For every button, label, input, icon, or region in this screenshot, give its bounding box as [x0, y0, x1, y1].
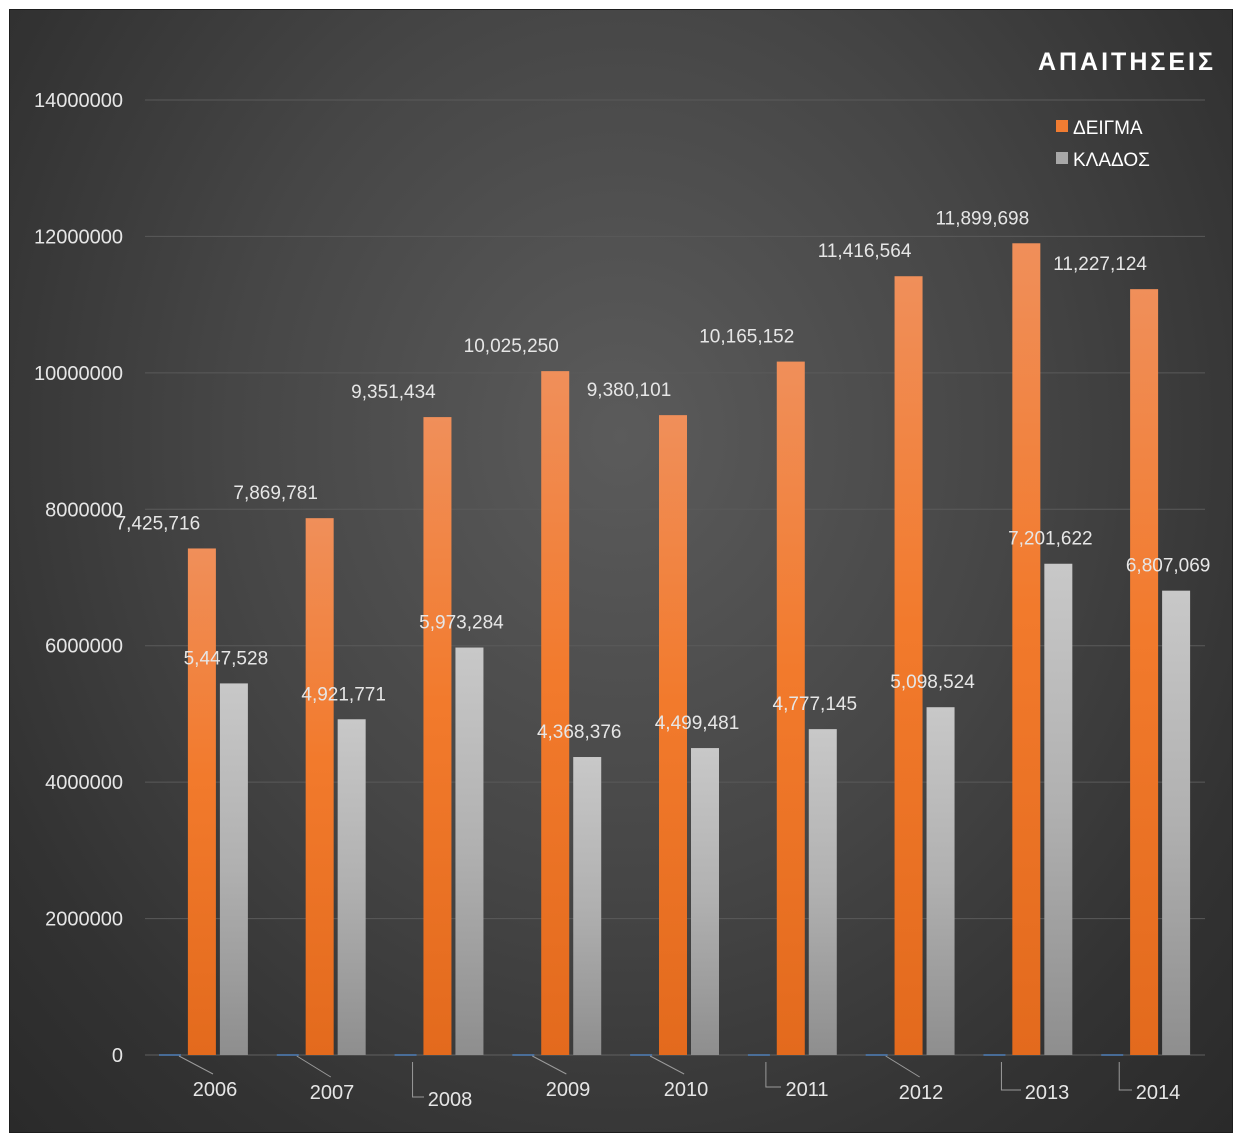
bar-klados-2006 — [219, 683, 248, 1055]
bar-klados-2009 — [573, 757, 602, 1055]
data-label-deigma: 7,425,716 — [116, 513, 201, 534]
x-tick-label: 2011 — [785, 1079, 828, 1101]
chart-title: ΑΠΑΙΤΗΣΕΙΣ — [1038, 48, 1216, 76]
x-tick-label: 2007 — [310, 1082, 355, 1104]
x-tick-label: 2013 — [1025, 1082, 1070, 1104]
x-tick-label: 2008 — [428, 1089, 473, 1111]
leader-line — [649, 1055, 685, 1075]
y-tick-label: 12000000 — [34, 226, 123, 248]
data-label-klados: 7,201,622 — [1008, 529, 1093, 550]
bar-klados-2013 — [1044, 563, 1073, 1055]
bar-deigma-2013 — [1012, 243, 1041, 1055]
data-label-deigma: 10,165,152 — [699, 327, 794, 348]
legend-swatch-deigma — [1056, 120, 1068, 132]
legend-swatch-klados — [1056, 152, 1068, 164]
x-tick-label: 2014 — [1136, 1082, 1181, 1104]
bar-klados-2007 — [337, 719, 366, 1055]
y-tick-label: 2000000 — [45, 909, 123, 931]
y-tick-label: 8000000 — [45, 499, 123, 521]
data-label-deigma: 9,351,434 — [351, 382, 436, 403]
legend: ΔΕΙΓΜΑ ΚΛΑΔΟΣ — [1056, 118, 1150, 171]
data-label-deigma: 10,025,250 — [464, 336, 559, 357]
bar-klados-2008 — [455, 647, 484, 1055]
leader-line — [296, 1055, 332, 1078]
bar-klados-2014 — [1162, 590, 1191, 1055]
y-tick-label: 6000000 — [45, 636, 123, 658]
bar-klados-2011 — [808, 729, 837, 1055]
y-tick-label: 14000000 — [34, 90, 123, 112]
bar-deigma-2010 — [659, 415, 687, 1056]
x-tick-label: 2012 — [899, 1082, 944, 1104]
data-label-klados: 5,098,524 — [890, 672, 975, 693]
y-axis-ticks: 0 2000000 4000000 6000000 8000000 10000000 120… — [34, 90, 123, 1067]
data-label-deigma: 11,899,698 — [935, 208, 1029, 229]
leader-line — [765, 1062, 781, 1088]
bars — [187, 243, 1191, 1056]
data-label-klados: 4,777,145 — [773, 694, 858, 715]
data-labels: 7,425,716 5,447,528 7,869,781 4,921,771 9,35… — [116, 208, 1211, 743]
leader-line — [532, 1055, 567, 1075]
bar-deigma-2007 — [305, 518, 334, 1055]
leader-line — [885, 1055, 920, 1078]
bar-deigma-2011 — [776, 361, 805, 1055]
bar-deigma-2014 — [1130, 289, 1159, 1055]
leader-line — [1118, 1062, 1132, 1091]
leader-line — [412, 1062, 424, 1098]
data-label-klados: 4,921,771 — [301, 684, 386, 705]
leader-line — [178, 1055, 214, 1075]
data-label-deigma: 11,416,564 — [818, 241, 912, 262]
data-label-deigma: 11,227,124 — [1053, 254, 1147, 275]
leader-line — [1000, 1062, 1021, 1091]
bar-deigma-2008 — [423, 417, 452, 1055]
bar-deigma-2006 — [187, 548, 216, 1055]
legend-label-deigma: ΔΕΙΓΜΑ — [1073, 118, 1143, 139]
data-label-deigma: 7,869,781 — [233, 483, 318, 504]
data-label-klados: 4,368,376 — [537, 722, 622, 743]
legend-label-klados: ΚΛΑΔΟΣ — [1073, 150, 1150, 171]
x-tick-label: 2009 — [546, 1079, 591, 1101]
data-label-klados: 5,973,284 — [419, 613, 504, 634]
y-tick-label: 4000000 — [45, 772, 123, 794]
x-tick-label: 2006 — [193, 1079, 238, 1101]
data-label-deigma: 9,380,101 — [587, 380, 672, 401]
x-axis-ticks: 2006 2007 2008 2009 2010 2011 2012 2013 2014 — [159, 1054, 1181, 1111]
data-label-klados: 4,499,481 — [655, 713, 740, 734]
bar-klados-2010 — [691, 748, 719, 1055]
bar-deigma-2009 — [541, 371, 570, 1055]
bar-deigma-2012 — [894, 276, 923, 1055]
x-tick-label: 2010 — [664, 1079, 709, 1101]
data-label-klados: 6,807,069 — [1126, 556, 1211, 577]
y-tick-label: 0 — [112, 1045, 123, 1067]
bar-klados-2012 — [926, 707, 955, 1055]
y-tick-label: 10000000 — [34, 363, 123, 385]
data-label-klados: 5,447,528 — [184, 648, 269, 669]
